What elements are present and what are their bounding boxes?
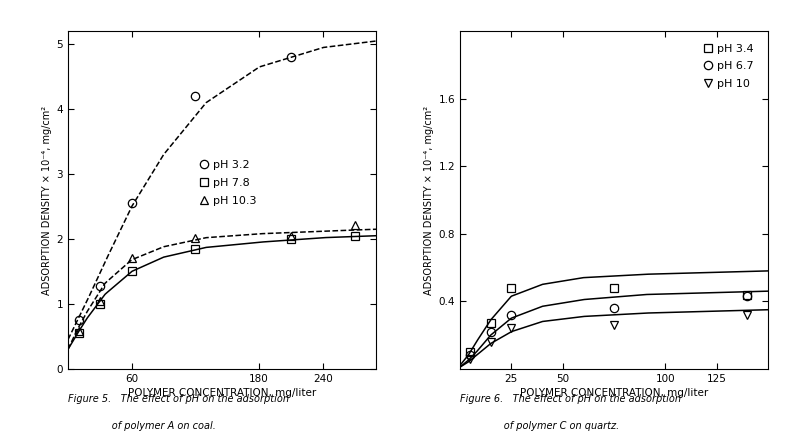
- Text: Figure 5.   The effect of pH on the adsorption: Figure 5. The effect of pH on the adsorp…: [68, 394, 289, 404]
- Legend: pH 3.4, pH 6.7, pH 10: pH 3.4, pH 6.7, pH 10: [703, 44, 754, 89]
- Legend: pH 3.2, pH 7.8, pH 10.3: pH 3.2, pH 7.8, pH 10.3: [200, 160, 257, 206]
- X-axis label: POLYMER CONCENTRATION, mg/liter: POLYMER CONCENTRATION, mg/liter: [520, 388, 708, 398]
- Text: of polymer C on quartz.: of polymer C on quartz.: [460, 421, 619, 431]
- Text: Figure 6.   The effect of pH on the adsorption: Figure 6. The effect of pH on the adsorp…: [460, 394, 681, 404]
- Y-axis label: ADSORPTION DENSITY × 10⁻⁴, mg/cm²: ADSORPTION DENSITY × 10⁻⁴, mg/cm²: [424, 105, 434, 295]
- Y-axis label: ADSORPTION DENSITY × 10⁻⁴, mg/cm²: ADSORPTION DENSITY × 10⁻⁴, mg/cm²: [42, 105, 52, 295]
- X-axis label: POLYMER CONCENTRATION, mg/liter: POLYMER CONCENTRATION, mg/liter: [128, 388, 316, 398]
- Text: of polymer A on coal.: of polymer A on coal.: [68, 421, 216, 431]
